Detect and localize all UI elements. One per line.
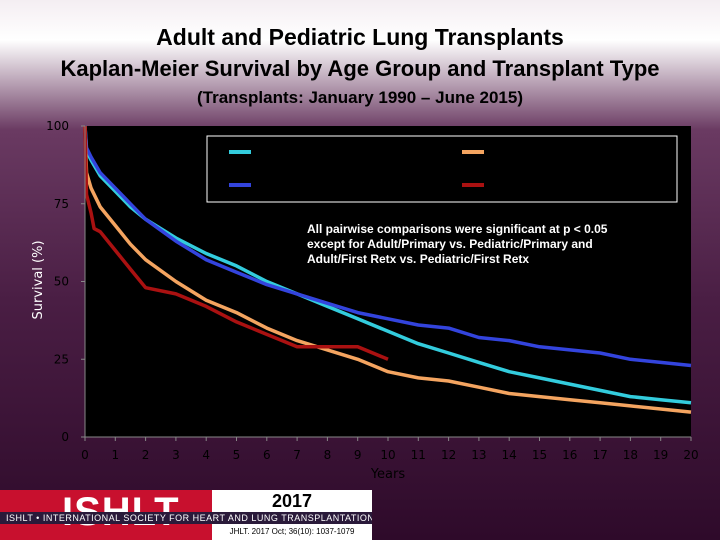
series-line-1 <box>83 125 692 405</box>
x-axis-label: Years <box>370 467 406 482</box>
x-tick-label: 1 <box>111 448 119 462</box>
x-tick-label: 3 <box>172 448 180 462</box>
x-tick-label: 4 <box>202 448 210 462</box>
x-tick-label: 20 <box>683 448 698 462</box>
y-tick-label: 0 <box>61 430 69 444</box>
chart-subtitle: Kaplan-Meier Survival by Age Group and T… <box>60 56 660 81</box>
x-tick-label: 8 <box>324 448 332 462</box>
series-line-4 <box>83 125 389 361</box>
x-tick-label: 17 <box>592 448 607 462</box>
chart-title: Adult and Pediatric Lung Transplants <box>156 24 564 50</box>
annotation-line-3: Adult/First Retx vs. Pediatric/First Ret… <box>307 252 529 266</box>
series-line-2 <box>83 125 692 368</box>
annotation-line-1: All pairwise comparisons were significan… <box>307 222 608 236</box>
society-name: ISHLT • INTERNATIONAL SOCIETY FOR HEART … <box>0 512 372 524</box>
citation: JHLT. 2017 Oct; 36(10): 1037-1079 <box>212 524 372 540</box>
x-tick-label: 11 <box>411 448 426 462</box>
x-tick-label: 9 <box>354 448 362 462</box>
x-tick-label: 7 <box>293 448 301 462</box>
x-tick-label: 16 <box>562 448 577 462</box>
x-tick-label: 6 <box>263 448 271 462</box>
annotation-line-2: except for Adult/Primary vs. Pediatric/P… <box>307 237 593 251</box>
y-axis-label: Survival (%) <box>31 240 46 319</box>
y-tick-label: 100 <box>46 119 69 133</box>
y-tick-label: 75 <box>54 197 69 211</box>
x-tick-label: 0 <box>81 448 89 462</box>
x-tick-label: 19 <box>653 448 668 462</box>
legend <box>206 135 678 203</box>
x-tick-label: 2 <box>142 448 150 462</box>
x-tick-label: 12 <box>441 448 456 462</box>
footer: ISHLT ISHLT • INTERNATIONAL SOCIETY FOR … <box>0 490 720 540</box>
x-tick-label: 5 <box>233 448 241 462</box>
x-tick-label: 13 <box>471 448 486 462</box>
x-tick-label: 10 <box>380 448 395 462</box>
x-tick-label: 14 <box>502 448 517 462</box>
y-tick-label: 50 <box>54 275 69 289</box>
chart-period: (Transplants: January 1990 – June 2015) <box>197 88 523 107</box>
y-tick-label: 25 <box>54 352 69 366</box>
x-tick-label: 18 <box>623 448 638 462</box>
x-tick-label: 15 <box>532 448 547 462</box>
report-year: 2017 <box>212 490 372 512</box>
series-line-3 <box>83 125 692 414</box>
